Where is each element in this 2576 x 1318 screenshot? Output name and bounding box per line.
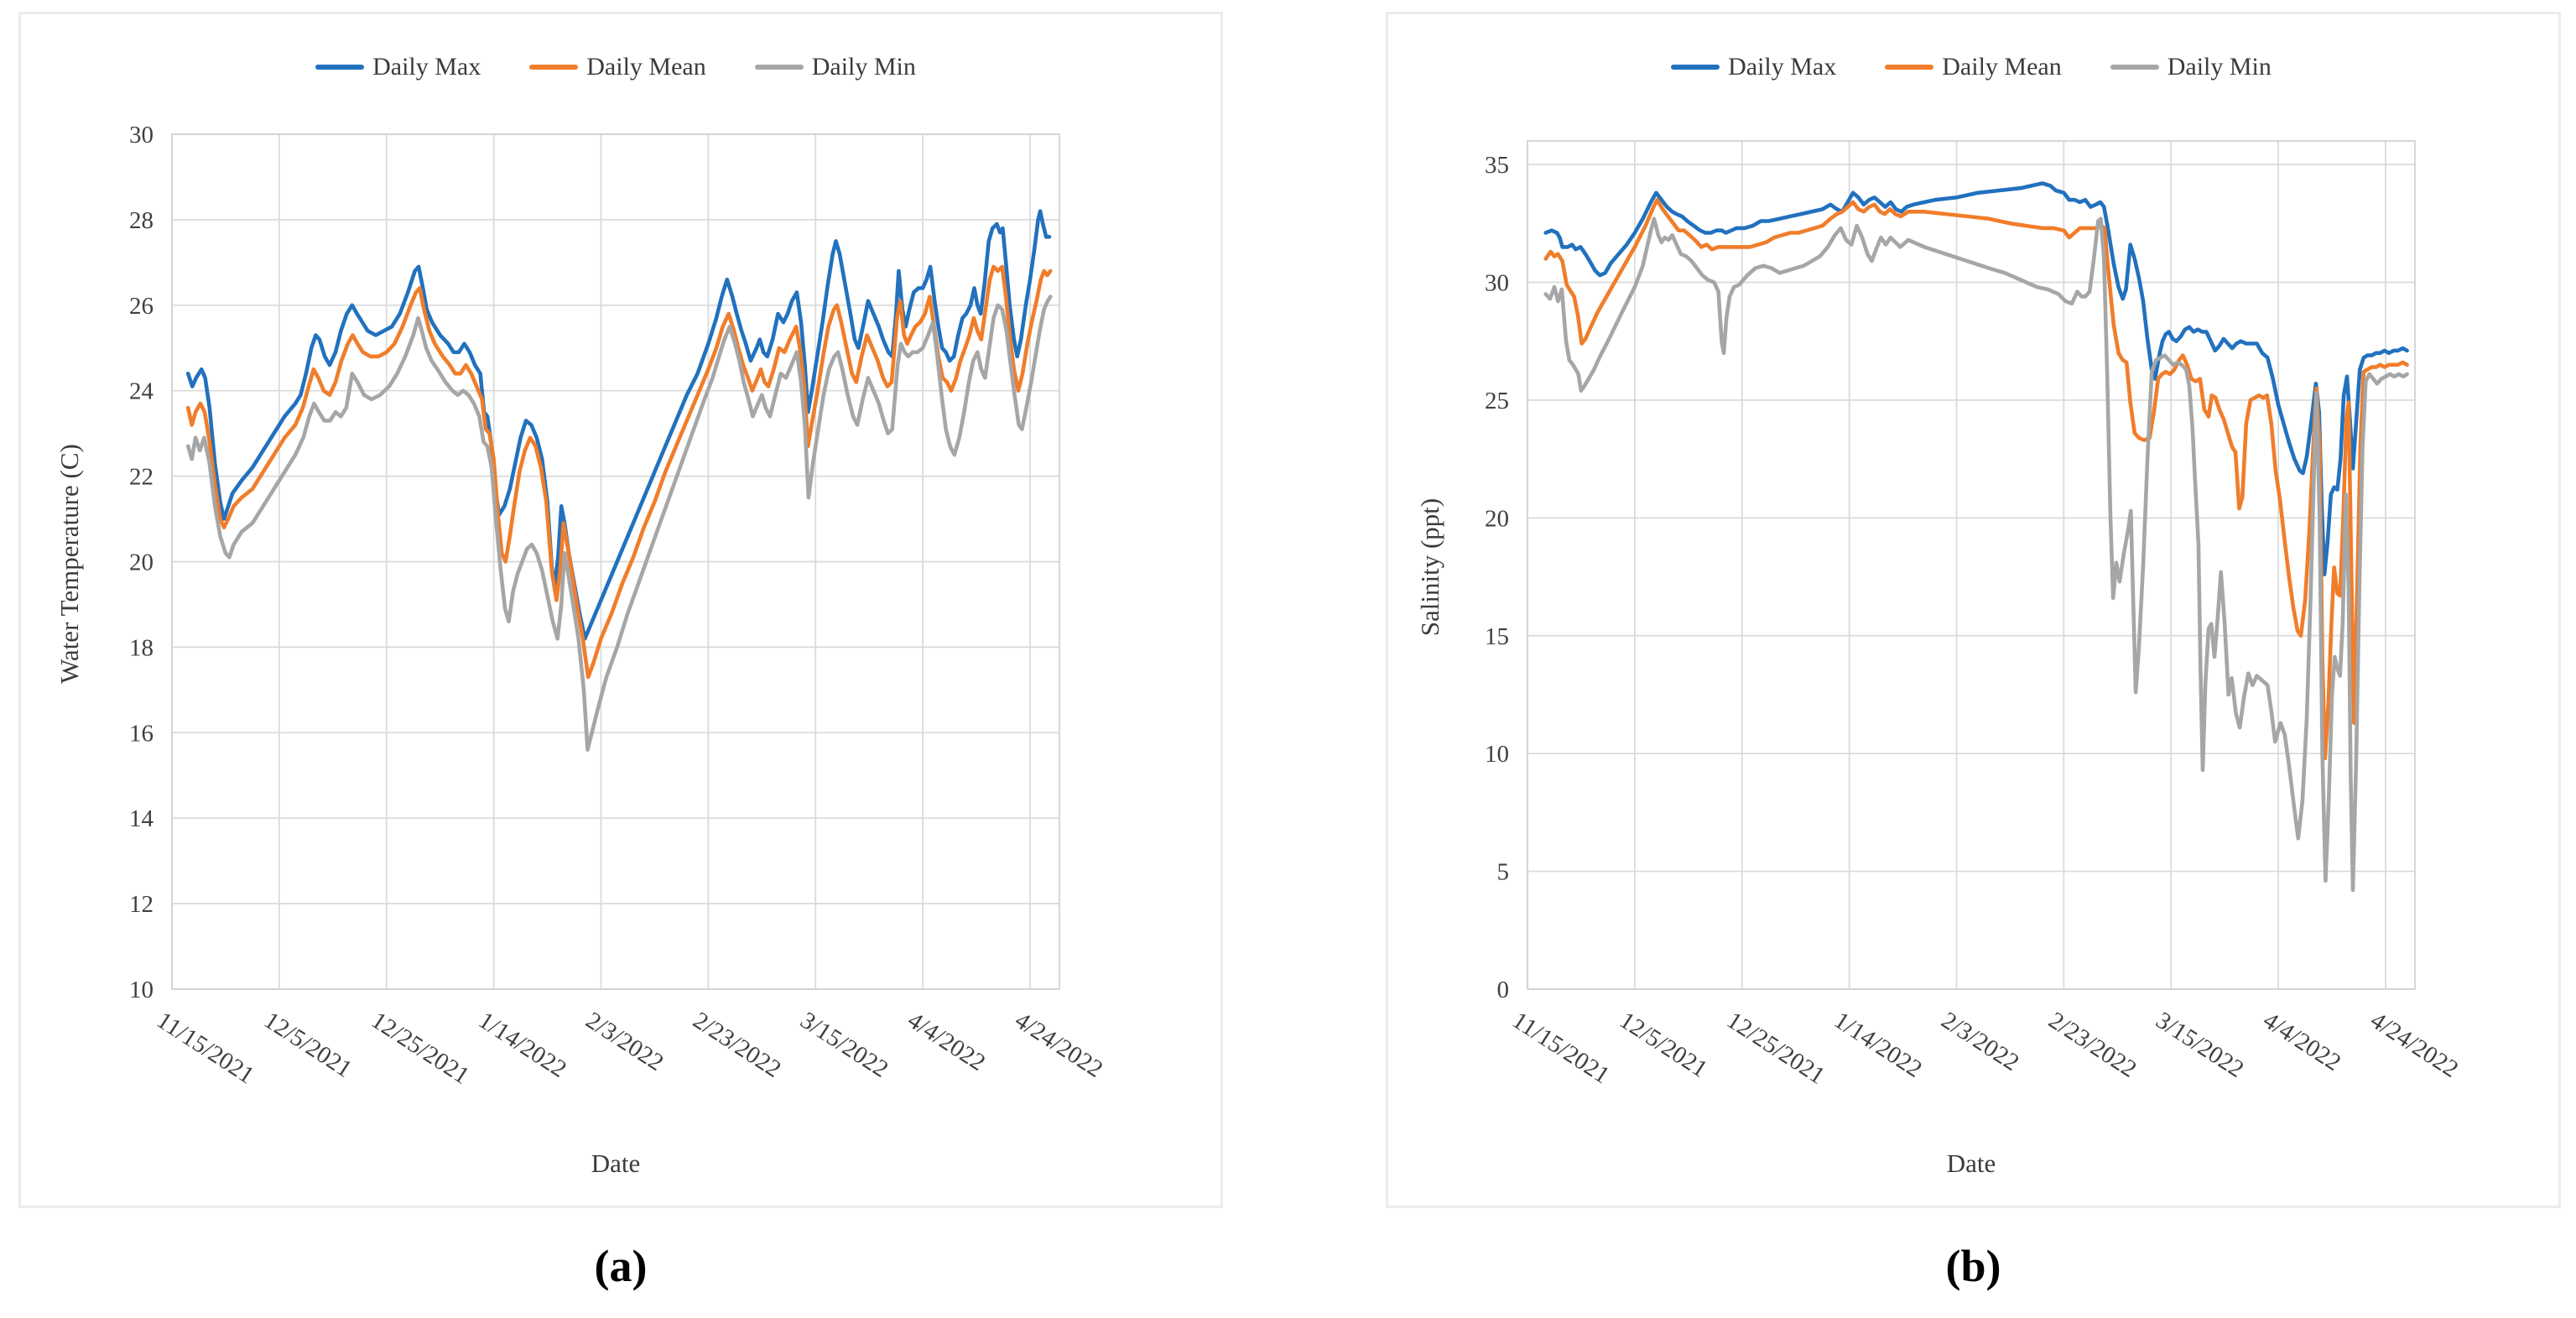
legend-label: Daily Max bbox=[1728, 53, 1837, 81]
y-tick-label: 25 bbox=[1485, 388, 1509, 414]
series-line-daily-max bbox=[1543, 181, 2409, 577]
y-tick-label: 24 bbox=[129, 378, 154, 405]
x-tick-label: 12/25/2021 bbox=[1722, 1007, 1829, 1090]
y-tick-label: 14 bbox=[129, 805, 154, 832]
y-tick-label: 26 bbox=[129, 293, 154, 320]
x-tick-label: 12/5/2021 bbox=[1615, 1007, 1712, 1083]
x-tick-label: 2/23/2022 bbox=[2044, 1007, 2141, 1083]
y-tick-label: 10 bbox=[129, 977, 154, 1003]
legend-item-daily-max: Daily Max bbox=[315, 53, 481, 81]
legend-line-swatch bbox=[2110, 65, 2159, 70]
legend-line-swatch bbox=[315, 65, 365, 70]
x-tick-label: 3/15/2022 bbox=[795, 1007, 892, 1083]
legend-item-daily-min: Daily Min bbox=[754, 53, 916, 81]
legend-item-daily-mean: Daily Mean bbox=[1885, 53, 2062, 81]
x-tick-label: 4/4/2022 bbox=[903, 1007, 990, 1076]
salinity-chart-plot: 0 5 10 15 20 25 30 35 11/15/2021 12/5/2021 12/25/2… bbox=[1485, 140, 2463, 1090]
x-tick-label: 12/25/2021 bbox=[367, 1007, 474, 1090]
legend-label: Daily Min bbox=[811, 53, 916, 81]
x-tick-label: 4/4/2022 bbox=[2258, 1007, 2345, 1076]
x-tick-label: 1/14/2022 bbox=[1829, 1007, 1927, 1083]
legend-item-daily-mean: Daily Mean bbox=[529, 53, 706, 81]
x-tick-label: 4/24/2022 bbox=[1010, 1007, 1107, 1083]
panel-label-b: (b) bbox=[1945, 1241, 2001, 1291]
y-tick-label: 22 bbox=[129, 464, 154, 491]
y-tick-label: 0 bbox=[1497, 977, 1510, 1003]
x-tick-label: 12/5/2021 bbox=[259, 1007, 356, 1083]
y-axis-title-salinity: Salinity (ppt) bbox=[1415, 498, 1444, 637]
legend-label: Daily Min bbox=[2167, 53, 2272, 81]
y-tick-label: 30 bbox=[129, 122, 154, 148]
legend-label: Daily Mean bbox=[1942, 53, 2062, 81]
y-tick-label: 5 bbox=[1497, 859, 1510, 886]
y-tick-label: 10 bbox=[1485, 741, 1509, 768]
legend-label: Daily Mean bbox=[586, 53, 706, 81]
x-axis-title-date-a: Date bbox=[591, 1149, 641, 1178]
x-tick-label: 4/24/2022 bbox=[2365, 1007, 2463, 1083]
series-line-daily-min bbox=[185, 294, 1053, 753]
x-tick-label: 2/3/2022 bbox=[1937, 1007, 2024, 1076]
y-tick-label: 15 bbox=[1485, 623, 1509, 650]
y-tick-label: 35 bbox=[1485, 152, 1509, 179]
y-tick-label: 12 bbox=[129, 891, 154, 918]
legend-a: Daily Max Daily Mean Daily Min bbox=[172, 53, 1059, 81]
legend-item-daily-max: Daily Max bbox=[1671, 53, 1836, 81]
legend-line-swatch bbox=[529, 65, 579, 70]
series-line-daily-max bbox=[185, 209, 1052, 641]
y-tick-label: 28 bbox=[129, 207, 154, 234]
legend-line-swatch bbox=[1671, 65, 1720, 70]
y-tick-label: 18 bbox=[129, 634, 154, 661]
series-line-daily-min bbox=[1543, 216, 2409, 893]
y-axis-title-temperature: Water Temperature (C) bbox=[55, 444, 84, 684]
x-axis-title-date-b: Date bbox=[1946, 1149, 1996, 1178]
legend-line-swatch bbox=[754, 65, 804, 70]
y-tick-label: 16 bbox=[129, 720, 154, 747]
panel-a-temperature: 10 12 14 16 18 20 22 24 26 28 30 11/15/2021 12/5/202… bbox=[18, 12, 1223, 1208]
series-line-daily-mean bbox=[185, 264, 1053, 680]
panel-label-a: (a) bbox=[594, 1241, 648, 1291]
panel-b-salinity: 0 5 10 15 20 25 30 35 11/15/2021 12/5/2021 12/25/2… bbox=[1386, 12, 2561, 1208]
x-tick-label: 2/3/2022 bbox=[581, 1007, 669, 1076]
legend-item-daily-min: Daily Min bbox=[2110, 53, 2272, 81]
temperature-chart-plot: 10 12 14 16 18 20 22 24 26 28 30 11/15/2021 12/5/202… bbox=[129, 122, 1107, 1090]
y-tick-label: 20 bbox=[1485, 505, 1509, 532]
x-tick-label: 1/14/2022 bbox=[474, 1007, 571, 1083]
x-tick-label: 11/15/2021 bbox=[1507, 1007, 1614, 1089]
legend-b: Daily Max Daily Mean Daily Min bbox=[1527, 53, 2415, 81]
x-tick-label: 3/15/2022 bbox=[2151, 1007, 2248, 1083]
x-tick-label: 11/15/2021 bbox=[152, 1007, 258, 1089]
y-tick-label: 30 bbox=[1485, 270, 1509, 297]
x-tick-label: 2/23/2022 bbox=[689, 1007, 786, 1083]
legend-label: Daily Max bbox=[372, 53, 481, 81]
legend-line-swatch bbox=[1885, 65, 1934, 70]
y-tick-label: 20 bbox=[129, 550, 154, 576]
